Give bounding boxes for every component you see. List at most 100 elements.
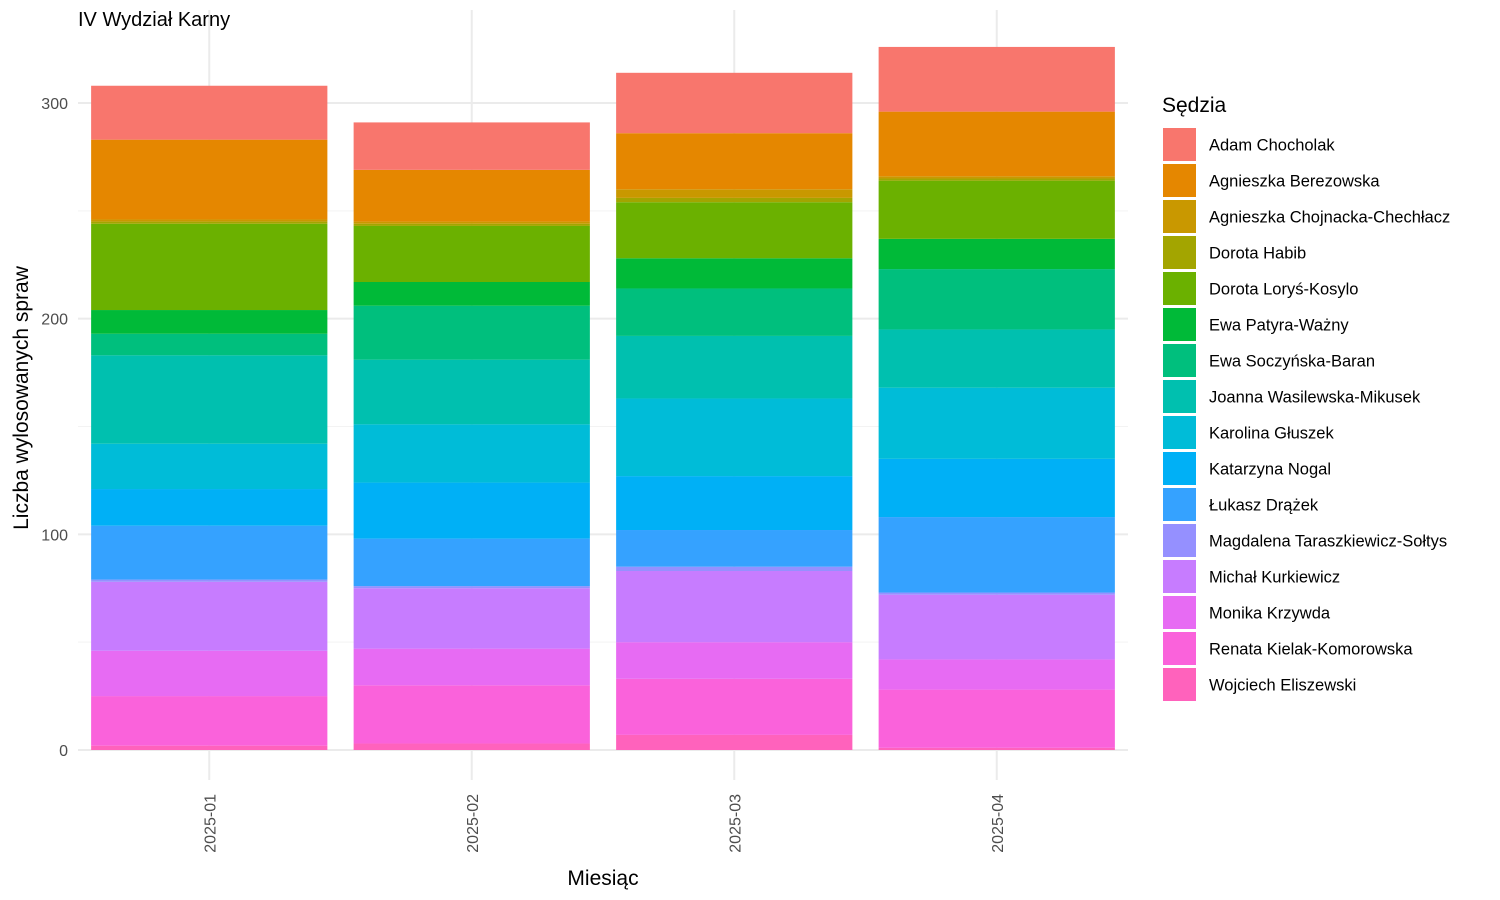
bar-segment [91,650,328,697]
bar-segment [353,586,590,589]
bar-segment [353,743,590,750]
bar-segment [353,282,590,306]
bar-segment [353,588,590,649]
bar-segment [616,570,853,643]
bar-segment [616,288,853,336]
legend: Sędzia Adam Chocholak Agnieszka Berezowsk… [1162,94,1450,701]
bar-segment [91,696,328,746]
x-tick-label: 2025-01 [202,794,219,853]
bar-segment [878,269,1115,330]
bar-segment [353,538,590,587]
legend-label: Agnieszka Chojnacka-Chechłacz [1209,209,1450,227]
bar-segment [878,178,1115,181]
bar-segment [616,642,853,679]
bar-segment [878,329,1115,388]
x-tick-label: 2025-03 [727,794,744,853]
legend-label: Ewa Patyra-Ważny [1209,317,1349,335]
bar-segment [878,180,1115,239]
legend-swatch [1163,452,1196,485]
legend-label: Monika Krzywda [1209,605,1331,623]
legend-swatch [1163,344,1196,377]
legend-swatch [1163,308,1196,341]
bar-segment [353,122,590,170]
bar-segment [616,258,853,289]
legend-label: Agnieszka Berezowska [1209,173,1380,191]
chart-title: IV Wydział Karny [78,9,230,31]
bar-segment [91,581,328,651]
bar-segment [878,458,1115,518]
bar-segment [91,745,328,750]
bar-segment [91,489,328,526]
bar-segment [91,139,328,220]
legend-label: Dorota Habib [1209,245,1306,263]
legend-label: Dorota Loryś-Kosylo [1209,281,1358,299]
legend-title: Sędzia [1162,94,1227,117]
legend-swatch [1163,668,1196,701]
legend-swatch [1163,164,1196,197]
legend-swatch [1163,560,1196,593]
bar-segment [878,517,1115,593]
bar-segment [91,221,328,224]
legend-swatch [1163,488,1196,521]
legend-label: Karolina Głuszek [1209,425,1334,443]
bar-segment [353,359,590,425]
legend-swatch [1163,596,1196,629]
legend-swatch [1163,416,1196,449]
bar-segment [353,648,590,686]
bar-segment [91,355,328,444]
y-tick-label: 300 [41,96,68,113]
legend-label: Wojciech Eliszewski [1209,677,1356,695]
bar-segment [878,238,1115,270]
bar-segment [878,689,1115,748]
legend-label: Adam Chocholak [1209,137,1335,155]
bar-segment [616,398,853,477]
bar-segment [91,333,328,356]
bar-segment [353,225,590,283]
bar-segment [616,202,853,259]
bar-segment [616,335,853,399]
bar-segment [91,443,328,490]
bar-segment [878,387,1115,459]
legend-swatch [1163,380,1196,413]
bar-segment [878,594,1115,660]
bar-segment [616,476,853,531]
bar-segment [91,525,328,580]
legend-label: Łukasz Drążek [1209,497,1319,515]
x-axis-ticks: 2025-01 2025-02 2025-03 2025-04 [202,794,1007,853]
y-axis-title: Liczba wylosowanych spraw [10,265,33,530]
legend-swatch [1163,632,1196,665]
bar-segment [616,133,853,190]
bar-segment [353,169,590,222]
legend-label: Katarzyna Nogal [1209,461,1331,479]
bar-segment [878,111,1115,177]
bar-segment [616,197,853,203]
legend-swatch [1163,200,1196,233]
bar-segment [91,219,328,222]
bar-segment [878,46,1115,112]
bar-segment [616,530,853,567]
bar-segment [878,659,1115,690]
bar-segment [616,678,853,735]
bar-segment [91,223,328,311]
bar-segment [353,685,590,744]
y-axis-ticks: 0 100 200 300 [41,96,68,760]
x-tick-label: 2025-04 [990,794,1007,853]
legend-label: Ewa Soczyńska-Baran [1209,353,1375,371]
legend-label: Michał Kurkiewicz [1209,569,1340,587]
bar-segment [878,747,1115,750]
bars [91,46,1115,750]
bar-segment [91,310,328,334]
bar-segment [353,305,590,360]
x-axis-title: Miesiąc [567,867,638,890]
bar-segment [353,482,590,539]
bar-segment [616,734,853,750]
bar-segment [878,176,1115,179]
bar-segment [878,592,1115,595]
legend-label: Renata Kielak-Komorowska [1209,641,1413,659]
legend-label: Magdalena Taraszkiewicz-Sołtys [1209,533,1447,551]
bar-segment [353,424,590,483]
legend-swatch [1163,128,1196,161]
bar-segment [353,223,590,226]
bar-segment [616,566,853,571]
